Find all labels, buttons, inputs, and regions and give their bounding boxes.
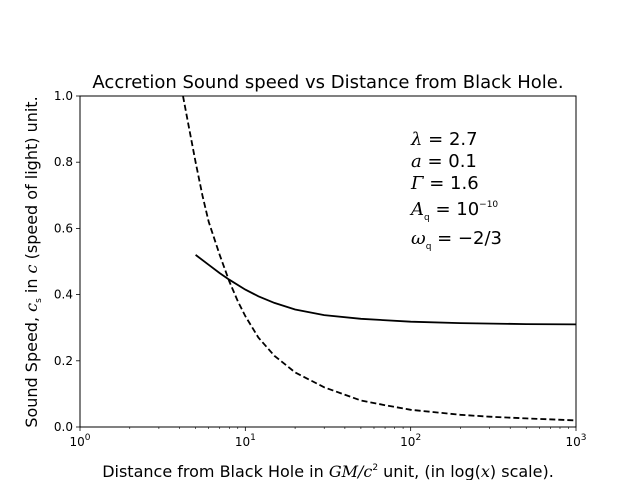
x-ticks: 100 101 102 103 — [69, 427, 587, 449]
annotation-line: λ = 2.7 — [410, 129, 478, 150]
chart-title: Accretion Sound speed vs Distance from B… — [92, 72, 563, 93]
y-tick-label: 0.2 — [54, 354, 73, 368]
series-line-dashed — [182, 96, 576, 422]
plot-frame — [79, 95, 577, 428]
y-ticks: 0.0 0.2 0.4 0.6 0.8 1.0 — [54, 89, 80, 434]
x-tick-label: 101 — [235, 433, 256, 449]
annotation-line: Γ = 1.6 — [410, 173, 479, 194]
series-layer — [182, 96, 576, 422]
annotation-line: ωq = −2/3 — [411, 228, 502, 252]
parameter-annotations: λ = 2.7a = 0.1Γ = 1.6 Aq = 10−10 ωq = −2/3 — [409, 129, 502, 252]
y-tick-label: 0.4 — [54, 288, 73, 302]
x-tick-label: 103 — [565, 433, 586, 449]
y-tick-label: 0.0 — [54, 420, 73, 434]
y-axis-label: Sound Speed, cs in c (speed of light) un… — [22, 96, 44, 427]
y-tick-label: 0.6 — [54, 221, 73, 235]
x-tick-label: 102 — [400, 433, 421, 449]
series-line-solid — [195, 254, 576, 326]
x-axis-label: Distance from Black Hole in GM/c2 unit, … — [102, 462, 554, 480]
y-tick-label: 0.8 — [54, 155, 73, 169]
y-tick-label: 1.0 — [54, 89, 73, 103]
annotation-line: Aq = 10−10 — [409, 199, 498, 223]
annotation-line: a = 0.1 — [411, 151, 477, 172]
x-tick-label: 100 — [69, 433, 90, 449]
